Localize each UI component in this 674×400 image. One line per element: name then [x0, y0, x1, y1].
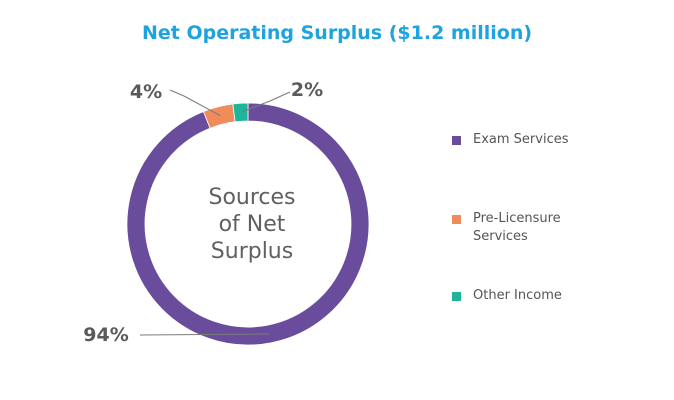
donut-slices [126, 102, 370, 346]
legend-label: Pre-Licensure Services [473, 211, 561, 244]
legend-swatch [452, 136, 461, 145]
percent-labels: 94% 4% 2% [83, 79, 323, 346]
leader-line [169, 89, 221, 116]
leader-lines [139, 89, 291, 336]
center-label-line-1: Sources [208, 185, 296, 210]
percent-label: 2% [291, 79, 323, 101]
center-label-line-2: of Net [218, 212, 286, 237]
leader-line [139, 333, 269, 336]
donut-slice-exam-services [126, 102, 370, 346]
legend-label: Exam Services [473, 132, 569, 147]
percent-label: 4% [130, 81, 162, 103]
donut-center-label: Sources of Net Surplus [186, 184, 318, 265]
percent-label: 94% [83, 324, 128, 346]
chart-title: Net Operating Surplus ($1.2 million) [141, 22, 533, 44]
legend-swatch [452, 215, 461, 224]
legend-label: Other Income [473, 288, 562, 303]
leader-line [240, 91, 291, 113]
donut-slice-other-income [232, 102, 249, 123]
legend-swatch [452, 292, 461, 301]
center-label-line-3: Surplus [210, 239, 294, 264]
